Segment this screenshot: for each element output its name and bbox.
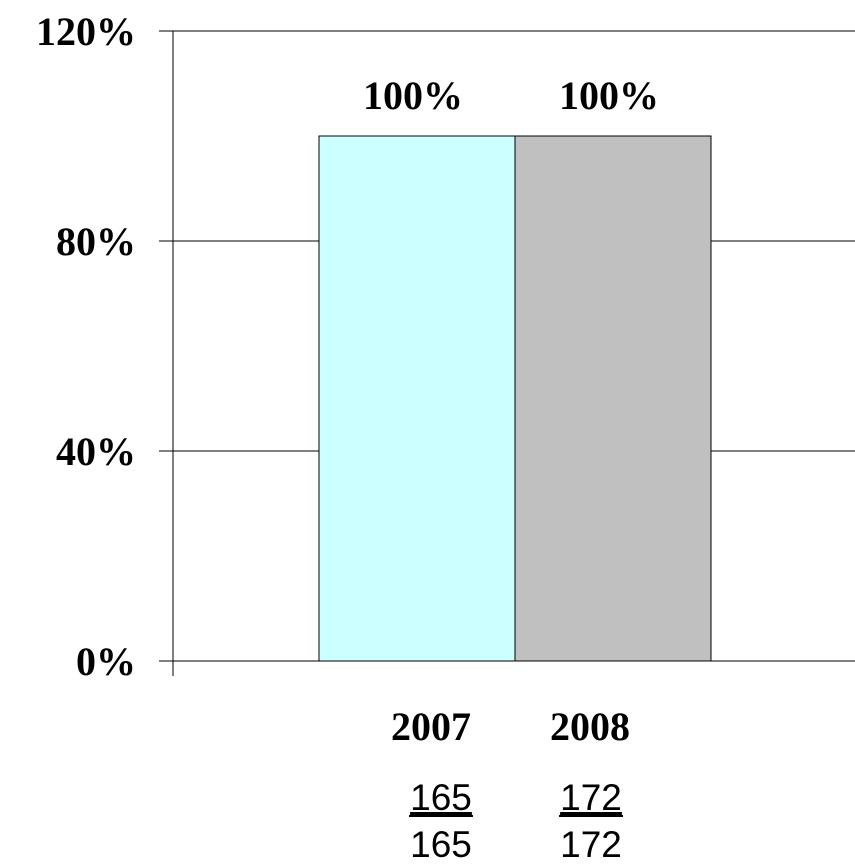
y-tick-label: 80% xyxy=(56,219,136,264)
data-label: 100% xyxy=(559,73,659,118)
x-tick-label: 2007 xyxy=(391,704,471,749)
y-tick-label: 120% xyxy=(36,9,136,54)
count-numerator: 165 xyxy=(410,777,472,818)
bars xyxy=(318,135,712,662)
x-tick-label: 2008 xyxy=(550,704,630,749)
count-numerator: 172 xyxy=(560,777,622,818)
y-tick-label: 0% xyxy=(76,639,136,684)
bar-2007 xyxy=(318,135,516,662)
y-axis xyxy=(159,30,174,676)
labels: 0% 40% 80% 120% 100% 2007 165 165 100% 2008 172 172 xyxy=(36,9,659,865)
y-tick-label: 40% xyxy=(56,429,136,474)
bar-2008 xyxy=(514,135,712,662)
count-denominator: 165 xyxy=(410,824,472,865)
data-label: 100% xyxy=(363,73,463,118)
count-denominator: 172 xyxy=(560,824,622,865)
